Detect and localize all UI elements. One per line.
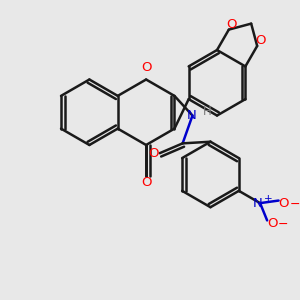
Text: +: +: [263, 194, 272, 204]
Text: O: O: [148, 147, 159, 160]
Text: O: O: [255, 34, 266, 47]
Text: N: N: [253, 196, 263, 210]
Text: −: −: [278, 218, 288, 231]
Text: −: −: [290, 198, 300, 211]
Text: N: N: [186, 109, 196, 122]
Text: O: O: [267, 217, 278, 230]
Text: O: O: [278, 197, 289, 210]
Text: O: O: [141, 176, 151, 188]
Text: O: O: [141, 61, 151, 74]
Text: H: H: [202, 105, 211, 119]
Text: O: O: [226, 18, 237, 31]
